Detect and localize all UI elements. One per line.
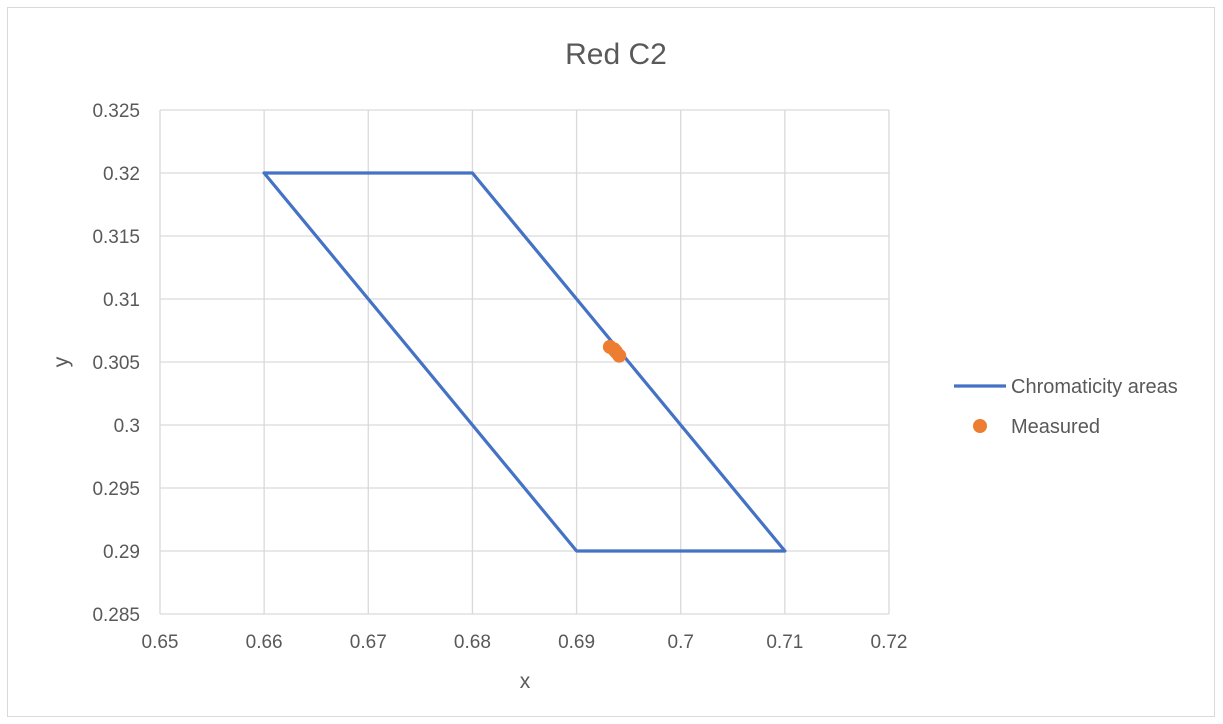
x-tick-label: 0.71 bbox=[766, 632, 803, 653]
chart-title: Red C2 bbox=[565, 38, 667, 71]
x-tick-label: 0.72 bbox=[871, 632, 908, 653]
measured-point bbox=[612, 348, 627, 363]
grid-lines bbox=[159, 109, 890, 615]
y-tick-label: 0.315 bbox=[92, 227, 140, 248]
x-tick-label: 0.67 bbox=[350, 632, 387, 653]
y-tick-label: 0.31 bbox=[103, 290, 140, 311]
y-tick-label: 0.32 bbox=[103, 164, 140, 185]
legend-marker-swatch bbox=[973, 419, 987, 433]
y-tick-label: 0.305 bbox=[92, 353, 140, 374]
legend: Chromaticity areas Measured bbox=[954, 376, 1178, 438]
legend-label: Measured bbox=[1011, 416, 1100, 438]
y-tick-label: 0.325 bbox=[92, 101, 140, 122]
chromaticity-area-line bbox=[262, 171, 787, 553]
y-tick-label: 0.295 bbox=[92, 479, 140, 500]
y-axis-label: y bbox=[50, 356, 73, 367]
x-tick-label: 0.68 bbox=[454, 632, 491, 653]
x-tick-label: 0.69 bbox=[558, 632, 595, 653]
plot-area bbox=[262, 171, 787, 553]
tick-labels: 0.65 0.66 0.67 0.68 0.69 0.7 0.71 0.72 0.285 0.29… bbox=[92, 101, 907, 653]
x-tick-label: 0.65 bbox=[142, 632, 179, 653]
x-axis-label: x bbox=[520, 670, 531, 693]
y-tick-label: 0.29 bbox=[103, 542, 140, 563]
y-tick-label: 0.3 bbox=[114, 416, 140, 437]
x-tick-label: 0.7 bbox=[668, 632, 694, 653]
x-tick-label: 0.66 bbox=[246, 632, 283, 653]
y-tick-label: 0.285 bbox=[92, 605, 140, 626]
legend-label: Chromaticity areas bbox=[1011, 376, 1178, 398]
